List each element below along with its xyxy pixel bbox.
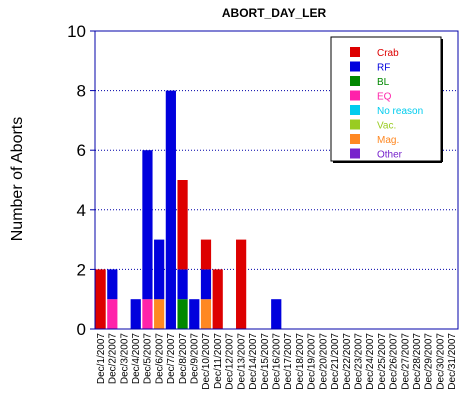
x-tick-label: Dec/14/2007 (248, 333, 259, 390)
x-tick-label: Dec/17/2007 (283, 333, 294, 390)
legend-swatch (350, 134, 360, 144)
x-tick-label: Dec/22/2007 (342, 333, 353, 390)
bar-segment (212, 269, 223, 329)
legend-swatch (350, 76, 360, 86)
x-tick-label: Dec/25/2007 (377, 333, 388, 390)
plot-frame (94, 30, 459, 330)
bar-segment (107, 299, 118, 329)
y-tick-label: 4 (77, 201, 86, 220)
x-tick-label: Dec/31/2007 (447, 333, 458, 390)
bar-segment (177, 269, 188, 300)
bar-segment (130, 299, 141, 329)
y-tick-label: 10 (67, 22, 86, 41)
legend-label: Mag. (377, 135, 399, 146)
legend-swatch (350, 148, 360, 159)
x-tick-label: Dec/2/2007 (108, 333, 119, 385)
x-tick-label: Dec/19/2007 (307, 333, 318, 390)
x-tick-label: Dec/23/2007 (353, 333, 364, 390)
x-tick-label: Dec/21/2007 (330, 333, 341, 390)
x-tick-label: Dec/3/2007 (119, 333, 130, 385)
x-tick-label: Dec/30/2007 (435, 333, 446, 390)
y-tick-label: 6 (77, 141, 86, 160)
x-tick-label: Dec/20/2007 (318, 333, 329, 390)
bars (95, 90, 282, 329)
legend-label: Other (377, 150, 403, 161)
x-tick-label: Dec/13/2007 (236, 333, 247, 390)
x-tick-label: Dec/5/2007 (143, 333, 154, 385)
x-tick-label: Dec/29/2007 (424, 333, 435, 390)
x-tick-label: Dec/1/2007 (96, 333, 107, 385)
legend-swatch (350, 47, 360, 57)
bar-segment (177, 180, 188, 270)
y-axis: 0 2 4 6 8 10 (67, 22, 95, 339)
bar-segment (189, 299, 200, 329)
bar-segment (165, 90, 176, 329)
bar-segment (154, 299, 165, 329)
legend-swatch (350, 90, 360, 101)
x-tick-label: Dec/11/2007 (213, 333, 224, 389)
bar-segment (142, 299, 153, 329)
legend-label: EQ (377, 92, 392, 103)
legend-box (330, 36, 442, 162)
bar-segment (95, 269, 106, 329)
x-tick-label: Dec/7/2007 (166, 333, 177, 385)
legend: Crab RF BL EQ No reason Vac. Mag. Other (330, 36, 443, 163)
legend-label: Vac. (377, 121, 396, 132)
bar-segment (200, 269, 212, 300)
x-tick-label: Dec/10/2007 (201, 333, 212, 390)
y-tick-label: 8 (77, 82, 86, 101)
legend-label: RF (377, 63, 390, 74)
x-tick-label: Dec/24/2007 (365, 333, 376, 390)
x-tick-label: Dec/12/2007 (225, 333, 236, 390)
bar-segment (200, 299, 212, 329)
legend-swatch (350, 119, 360, 130)
bar-segment (154, 239, 165, 300)
legend-swatch (350, 61, 360, 72)
x-tick-label: Dec/28/2007 (412, 333, 423, 390)
x-tick-label: Dec/15/2007 (260, 333, 271, 390)
x-tick-label: Dec/27/2007 (400, 333, 411, 390)
y-tick-label: 0 (77, 320, 86, 339)
x-tick-label: Dec/8/2007 (178, 333, 189, 385)
bar-segment (142, 150, 153, 300)
chart-title: ABORT_DAY_LER (222, 6, 327, 20)
x-tick-label: Dec/26/2007 (389, 333, 400, 390)
x-tick-label: Dec/9/2007 (190, 333, 201, 385)
legend-label: BL (377, 77, 390, 88)
legend-swatch (350, 105, 360, 115)
bar-segment (177, 299, 188, 329)
bar-segment (200, 239, 212, 270)
x-axis: Dec/1/2007 Dec/2/2007 Dec/3/2007 Dec/4/2007… (96, 333, 458, 390)
legend-label: No reason (377, 106, 423, 117)
x-tick-label: Dec/6/2007 (154, 333, 165, 385)
bar-segment (271, 299, 282, 329)
bar-segment (236, 239, 247, 329)
y-tick-label: 2 (77, 260, 86, 279)
x-tick-label: Dec/4/2007 (131, 333, 142, 385)
x-tick-label: Dec/18/2007 (295, 333, 306, 390)
legend-label: Crab (377, 48, 399, 59)
y-axis-label: Number of Aborts (9, 117, 26, 242)
x-tick-label: Dec/16/2007 (272, 333, 283, 390)
bar-segment (107, 269, 118, 300)
